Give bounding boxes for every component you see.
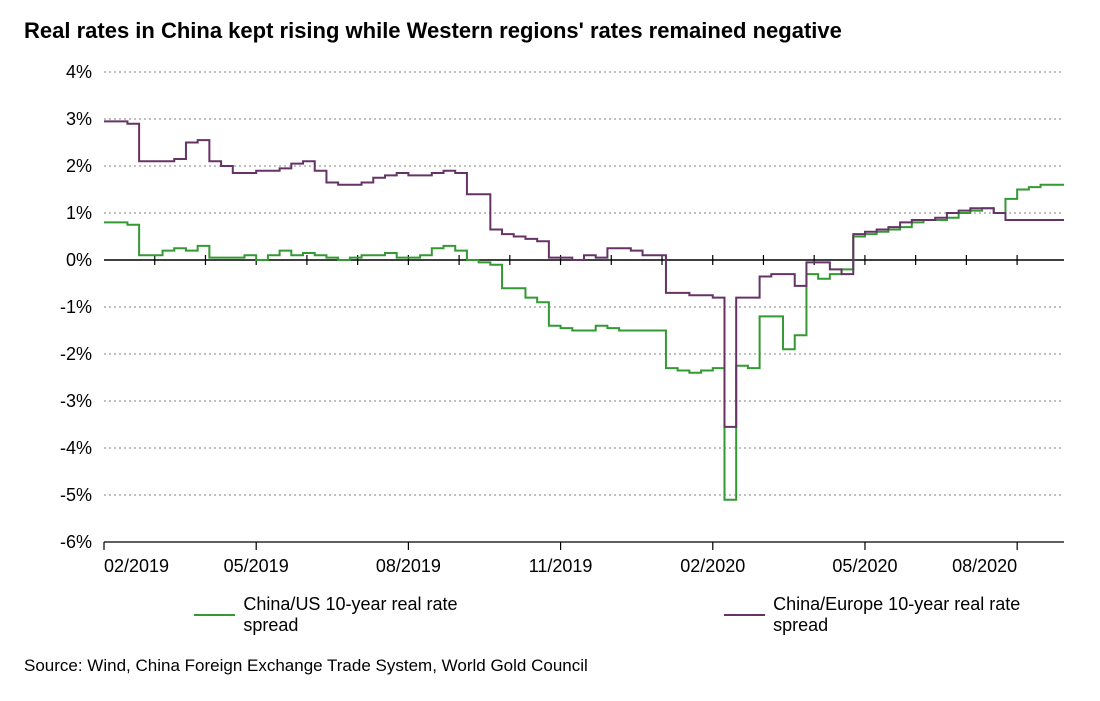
legend-swatch-icon	[194, 614, 235, 616]
line-chart-svg: 4% 3% 2% 1% 0% -1% -2% -3% -4% -5% -6% 02/2019 05/20…	[24, 54, 1076, 584]
svg-text:-3%: -3%	[60, 391, 92, 411]
svg-text:02/2020: 02/2020	[680, 556, 745, 576]
chart-plot-area: 4% 3% 2% 1% 0% -1% -2% -3% -4% -5% -6% 02/2019 05/20…	[24, 54, 1076, 584]
chart-container: Real rates in China kept rising while We…	[0, 0, 1100, 701]
svg-text:3%: 3%	[66, 109, 92, 129]
svg-text:08/2020: 08/2020	[952, 556, 1017, 576]
svg-text:02/2019: 02/2019	[104, 556, 169, 576]
svg-text:-6%: -6%	[60, 532, 92, 552]
legend-label: China/US 10-year real rate spread	[243, 594, 513, 636]
legend-label: China/Europe 10-year real rate spread	[773, 594, 1076, 636]
svg-text:05/2019: 05/2019	[224, 556, 289, 576]
svg-text:0%: 0%	[66, 250, 92, 270]
chart-legend: China/US 10-year real rate spread China/…	[24, 594, 1076, 636]
svg-text:05/2020: 05/2020	[832, 556, 897, 576]
svg-text:-4%: -4%	[60, 438, 92, 458]
legend-item-china-europe: China/Europe 10-year real rate spread	[724, 594, 1076, 636]
svg-text:-5%: -5%	[60, 485, 92, 505]
svg-text:4%: 4%	[66, 62, 92, 82]
svg-text:2%: 2%	[66, 156, 92, 176]
svg-text:-1%: -1%	[60, 297, 92, 317]
svg-text:08/2019: 08/2019	[376, 556, 441, 576]
svg-text:1%: 1%	[66, 203, 92, 223]
svg-text:-2%: -2%	[60, 344, 92, 364]
svg-text:11/2019: 11/2019	[529, 556, 593, 576]
legend-swatch-icon	[724, 614, 765, 616]
chart-title: Real rates in China kept rising while We…	[24, 18, 1076, 44]
chart-source: Source: Wind, China Foreign Exchange Tra…	[24, 656, 1076, 676]
legend-item-china-us: China/US 10-year real rate spread	[194, 594, 514, 636]
